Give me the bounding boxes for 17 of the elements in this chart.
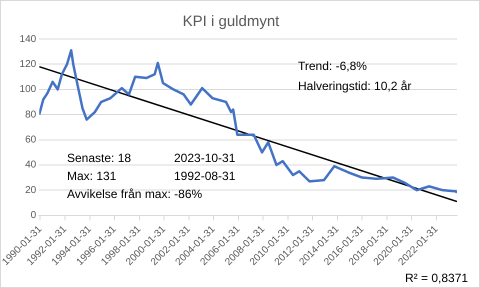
annotation: Avvikelse från max: -86%	[67, 187, 202, 201]
annotation: Trend: -6,8%	[298, 59, 367, 73]
annotation: Halveringstid: 10,2 år	[298, 79, 412, 93]
annotation: Senaste: 18	[67, 151, 132, 165]
text: R² = 0,8371	[405, 271, 468, 285]
y-tick-label: 100	[20, 84, 37, 96]
y-tick-label: 20	[25, 184, 37, 196]
annotation: 1992-08-31	[174, 169, 236, 183]
y-tick-label: 40	[25, 160, 37, 171]
y-tick-label: 80	[25, 109, 37, 120]
chart-title: KPI i guldmynt	[182, 13, 280, 30]
y-tick-label: 60	[25, 134, 37, 146]
annotation: Max: 131	[67, 169, 116, 183]
annotation: 2023-10-31	[174, 151, 236, 165]
y-tick-label: 0	[30, 210, 37, 222]
y-tick-label: 140	[20, 34, 37, 45]
y-tick-label: 120	[20, 58, 37, 70]
